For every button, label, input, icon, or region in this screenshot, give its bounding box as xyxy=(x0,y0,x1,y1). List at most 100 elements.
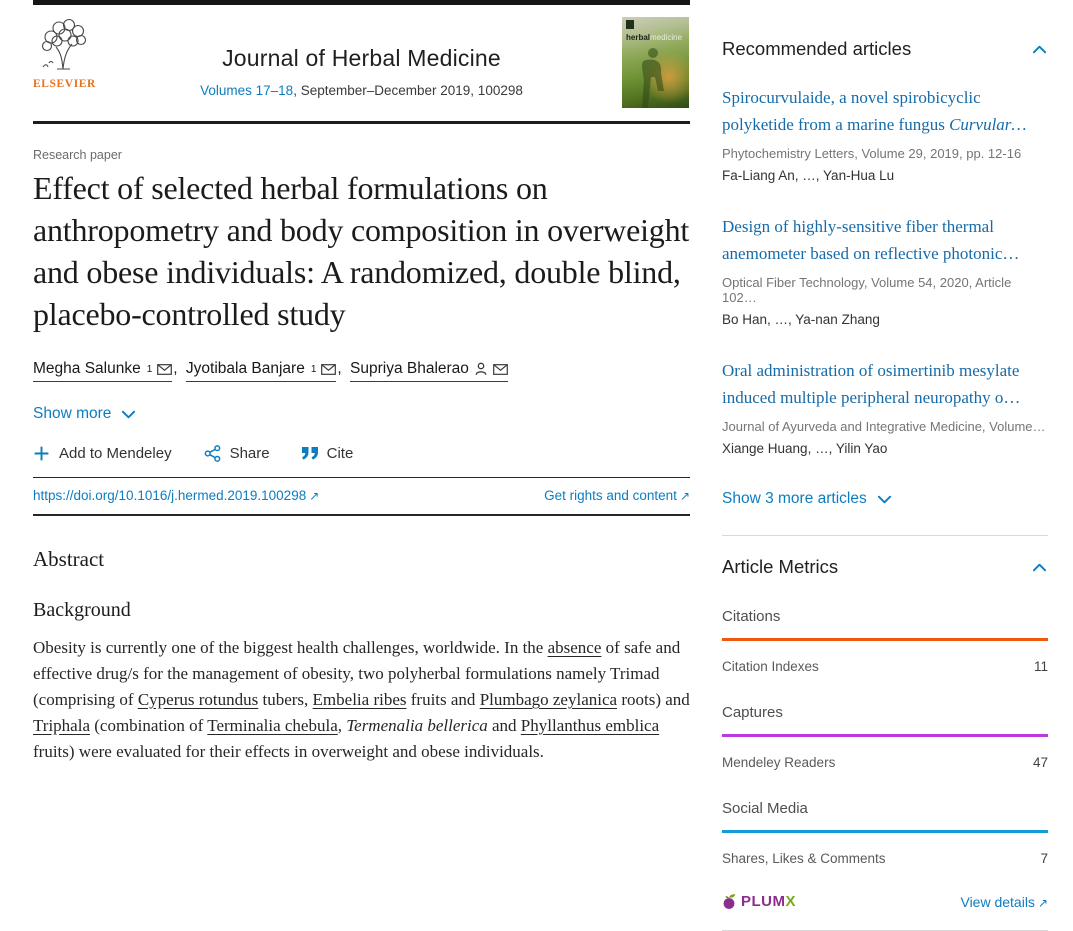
plum-text: PLUM xyxy=(741,893,786,910)
show-more-label: Show more xyxy=(33,405,112,422)
title-italic-text: Curvular… xyxy=(949,114,1027,134)
recommended-article-source: Journal of Ayurveda and Integrative Medi… xyxy=(722,419,1046,434)
share-icon xyxy=(204,445,220,462)
recommended-article: Spirocurvulaide, a novel spirobicyclic p… xyxy=(722,85,1048,183)
recommended-article-title[interactable]: Design of highly-sensitive fiber thermal… xyxy=(722,214,1048,267)
abstract-term-link[interactable]: Cyperus rotundus xyxy=(137,690,259,709)
recommended-articles-heading: Recommended articles xyxy=(722,38,912,59)
title-text: Spirocurvulaide, a novel spirobicyclic p… xyxy=(722,88,981,134)
rights-and-content-link[interactable]: Get rights and content ↗ xyxy=(544,488,690,503)
recommended-article: Design of highly-sensitive fiber thermal… xyxy=(722,214,1048,327)
metric-row: Mendeley Readers 47 xyxy=(722,755,1048,770)
author-affiliation-sup: 1 xyxy=(310,363,317,375)
abstract-term-link[interactable]: Plumbago zeylanica xyxy=(479,690,618,709)
share-button[interactable]: Share xyxy=(204,445,270,462)
journal-title[interactable]: Journal of Herbal Medicine xyxy=(222,45,501,71)
author-link[interactable]: Jyotibala Banjare 1 xyxy=(185,360,337,382)
abstract-text: tubers, xyxy=(258,690,313,709)
plus-icon xyxy=(34,446,49,461)
collapse-chevron-up-icon[interactable] xyxy=(1031,42,1048,57)
metric-value: 47 xyxy=(1032,755,1048,770)
recommended-article-title[interactable]: Spirocurvulaide, a novel spirobicyclic p… xyxy=(722,85,1048,138)
cite-label: Cite xyxy=(326,445,354,462)
abstract-text: Termenalia bellerica xyxy=(346,716,488,735)
external-link-icon: ↗ xyxy=(309,489,320,503)
issue-text: , September–December 2019, 100298 xyxy=(293,83,523,98)
abstract-text: Obesity is currently one of the biggest … xyxy=(33,638,548,657)
header-divider xyxy=(33,121,690,124)
abstract-term-link[interactable]: Triphala xyxy=(33,716,90,735)
show-more-articles-label: Show 3 more articles xyxy=(722,490,867,507)
show-more-articles-button[interactable]: Show 3 more articles xyxy=(722,490,892,508)
plumx-wordmark: PLUMX xyxy=(741,893,796,910)
chevron-down-icon xyxy=(122,410,136,418)
metric-row: Shares, Likes & Comments 7 xyxy=(722,851,1048,866)
abstract-text: , xyxy=(337,716,347,735)
top-black-bar xyxy=(33,0,690,5)
external-link-icon: ↗ xyxy=(1037,895,1048,910)
abstract-text: fruits and xyxy=(406,690,480,709)
recommended-article-authors: Xiange Huang, …, Yilin Yao xyxy=(722,441,888,456)
recommended-article-source: Phytochemistry Letters, Volume 29, 2019,… xyxy=(722,146,1022,161)
cite-quotes-icon xyxy=(301,447,318,460)
abstract-paragraph: Obesity is currently one of the biggest … xyxy=(33,635,690,765)
recommended-article-title[interactable]: Oral administration of osimertinib mesyl… xyxy=(722,358,1048,411)
envelope-icon xyxy=(493,363,508,375)
cover-figure-silhouette xyxy=(642,48,664,108)
metric-group-label: Captures xyxy=(722,704,783,721)
view-details-link[interactable]: View details ↗ xyxy=(960,894,1048,910)
cite-button[interactable]: Cite xyxy=(301,445,354,462)
abstract-term-link[interactable]: absence xyxy=(547,638,602,657)
author-link[interactable]: Supriya Bhalerao xyxy=(350,360,508,382)
metric-label: Mendeley Readers xyxy=(722,755,836,770)
journal-cover-image[interactable]: herbalmedicine xyxy=(622,17,689,108)
abstract-text: (combination of xyxy=(90,716,208,735)
doi-row: https://doi.org/10.1016/j.hermed.2019.10… xyxy=(33,477,690,516)
article-title: Effect of selected herbal formulations o… xyxy=(33,170,690,332)
plumx-row: PLUMX View details ↗ xyxy=(722,893,1048,910)
add-to-mendeley-button[interactable]: Add to Mendeley xyxy=(33,445,172,462)
social-media-underline xyxy=(722,830,1048,833)
author-name: Jyotibala Banjare xyxy=(185,360,305,377)
metric-row: Citation Indexes 11 xyxy=(722,659,1048,674)
external-link-icon: ↗ xyxy=(679,489,690,503)
view-details-label: View details xyxy=(960,893,1035,910)
abstract-text: roots) and xyxy=(617,690,690,709)
metric-value: 7 xyxy=(1040,851,1048,866)
recommended-article-source: Optical Fiber Technology, Volume 54, 202… xyxy=(722,275,1012,305)
author-affiliation-sup: 1 xyxy=(146,363,153,375)
envelope-icon xyxy=(321,363,337,375)
elsevier-wordmark: ELSEVIER xyxy=(33,78,96,90)
citations-underline xyxy=(722,638,1048,641)
author-link[interactable]: Megha Salunke 1 xyxy=(33,360,173,382)
cover-title-bold: herbal xyxy=(626,33,651,42)
abstract-term-link[interactable]: Embelia ribes xyxy=(312,690,407,709)
show-more-button[interactable]: Show more xyxy=(33,405,136,423)
doi-link[interactable]: https://doi.org/10.1016/j.hermed.2019.10… xyxy=(33,488,319,503)
rights-text: Get rights and content xyxy=(544,488,677,503)
article-toolbar: Add to Mendeley Share Cite xyxy=(33,445,690,462)
volume-link[interactable]: Volumes 17–18 xyxy=(200,83,294,98)
abstract-term-link[interactable]: Terminalia chebula xyxy=(207,716,338,735)
article-metrics-heading: Article Metrics xyxy=(722,556,839,577)
abstract-term-link[interactable]: Phyllanthus emblica xyxy=(520,716,660,735)
author-list: Megha Salunke 1 , Jyotibala Banjare 1 , Su… xyxy=(33,360,690,382)
cover-title-light: medicine xyxy=(650,33,683,42)
collapse-chevron-up-icon[interactable] xyxy=(1031,560,1048,575)
background-heading: Background xyxy=(33,599,131,621)
journal-header: ELSEVIER Journal of Herbal Medicine Volu… xyxy=(33,5,690,121)
abstract-heading: Abstract xyxy=(33,547,105,571)
recommended-article-authors: Bo Han, …, Ya-nan Zhang xyxy=(722,312,880,327)
metric-label: Shares, Likes & Comments xyxy=(722,851,886,866)
author-name: Megha Salunke xyxy=(33,360,141,377)
person-icon xyxy=(475,362,487,375)
share-label: Share xyxy=(229,445,270,462)
add-to-mendeley-label: Add to Mendeley xyxy=(59,445,172,462)
article-main-column: ELSEVIER Journal of Herbal Medicine Volu… xyxy=(33,0,690,765)
elsevier-logo[interactable]: ELSEVIER xyxy=(33,17,95,90)
plum-icon xyxy=(723,894,736,909)
plum-x-text: X xyxy=(785,893,797,910)
metric-label: Citation Indexes xyxy=(722,659,819,674)
captures-underline xyxy=(722,734,1048,737)
plumx-logo[interactable]: PLUMX xyxy=(722,893,796,910)
